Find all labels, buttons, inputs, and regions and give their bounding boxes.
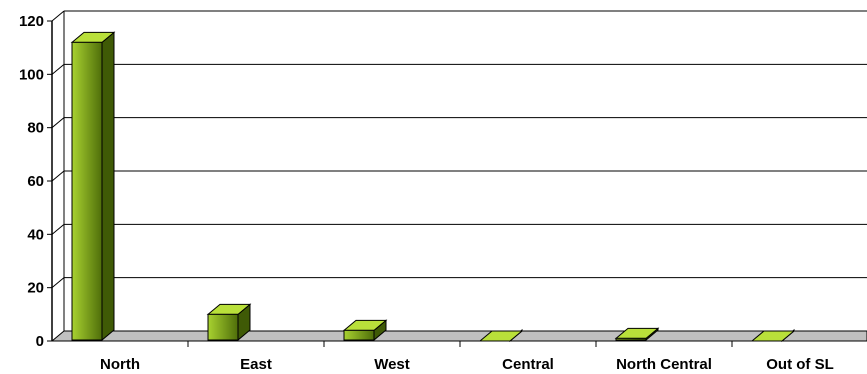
bar-north-central [614, 327, 660, 342]
x-tick-label: North Central [616, 356, 712, 373]
gridline-depth [51, 277, 65, 289]
floor [50, 330, 867, 342]
y-tick-label: 20 [27, 280, 44, 297]
x-tick-label: North [100, 356, 140, 373]
y-tick-label: 40 [27, 226, 44, 243]
gridline-depth [51, 223, 65, 235]
gridlines [51, 10, 867, 289]
bars [70, 31, 796, 343]
gridline-depth [51, 170, 65, 182]
gridline-depth [51, 10, 65, 22]
y-tick-label: 100 [19, 66, 44, 83]
x-tick-labels: North East West Central North Central Out of … [100, 356, 834, 373]
gridline-depth [51, 63, 65, 75]
axes [47, 11, 867, 347]
bar-central [478, 328, 524, 343]
bar-east [206, 303, 252, 342]
gridline-depth [51, 117, 65, 129]
y-tick-label: 60 [27, 173, 44, 190]
x-tick-label: Out of SL [766, 356, 834, 373]
y-tick-labels: 0 20 40 60 80 100 120 [19, 13, 44, 350]
y-tick-label: 0 [36, 333, 44, 350]
x-tick-label: Central [502, 356, 554, 373]
chart-floor [50, 330, 867, 342]
bar-out-of-sl [750, 328, 796, 343]
y-tick-label: 120 [19, 13, 44, 30]
bar-west [342, 319, 388, 342]
x-tick-label: East [240, 356, 272, 373]
x-tick-label: West [374, 356, 410, 373]
y-tick-label: 80 [27, 120, 44, 137]
bar-north [70, 31, 116, 342]
